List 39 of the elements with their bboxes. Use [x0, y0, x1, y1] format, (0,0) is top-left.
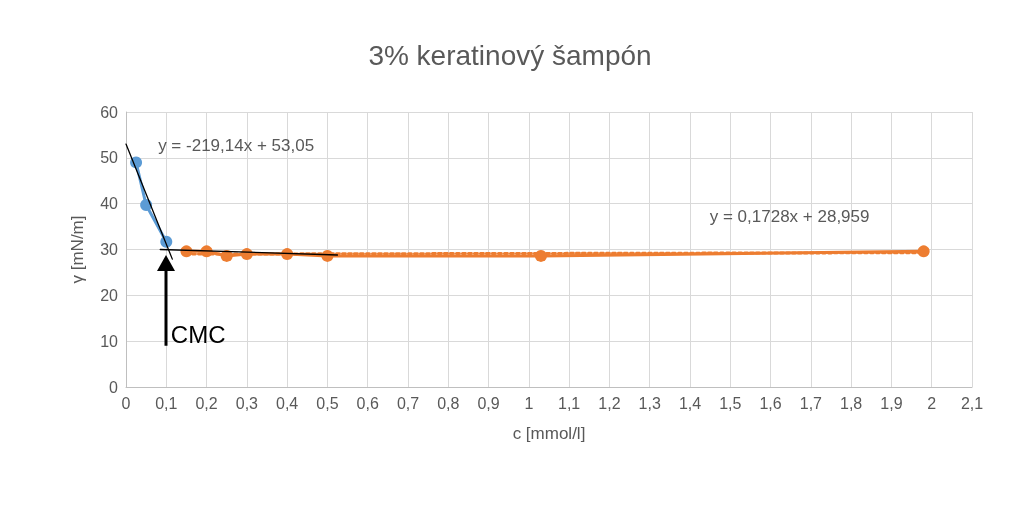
- x-tick-label: 0,2: [195, 394, 218, 412]
- annotation: y = -219,14x + 53,05: [158, 135, 315, 155]
- x-tick-label: 0: [121, 394, 131, 412]
- y-tick-label: 20: [100, 286, 119, 304]
- point: [534, 249, 547, 262]
- point: [140, 199, 153, 212]
- y-tick-label: 40: [100, 195, 119, 213]
- x-tick-label: 1,6: [759, 394, 782, 412]
- x-tick-label: 0,4: [276, 394, 299, 412]
- x-tick-label: 1,7: [799, 394, 823, 412]
- x-tick-label: 1,2: [598, 394, 621, 412]
- x-tick-label: 1,4: [678, 394, 702, 412]
- chart-title: 3% keratinový šampón: [368, 39, 652, 71]
- x-tick-label: 0,1: [155, 394, 178, 412]
- x-tick-label: 2,1: [960, 394, 984, 412]
- x-tick-label: 2: [927, 394, 937, 412]
- x-tick-label: 0,8: [437, 394, 460, 412]
- x-axis-title: c [mmol/l]: [512, 424, 586, 443]
- x-tick-label: 0,3: [235, 394, 259, 412]
- x-tick-label: 0,6: [356, 394, 379, 412]
- y-tick-label: 30: [100, 241, 119, 258]
- x-tick-label: 0,9: [477, 394, 500, 412]
- y-tick-label: 60: [100, 103, 119, 121]
- x-tick-label: 1,8: [840, 394, 863, 412]
- point: [220, 249, 233, 262]
- y-tick-label: 0: [109, 378, 119, 396]
- y-axis-title: γ [mN/m]: [68, 215, 87, 284]
- annotation: y = 0,1728x + 28,959: [709, 207, 870, 226]
- point: [917, 245, 930, 258]
- y-tick-label: 50: [100, 149, 119, 167]
- x-tick-label: 1,5: [719, 394, 742, 412]
- y-tick-label: 10: [100, 332, 119, 350]
- x-tick-label: 1,1: [558, 394, 581, 412]
- x-tick-label: 1,3: [638, 394, 661, 412]
- x-tick-label: 1,9: [880, 394, 903, 412]
- x-tick-label: 0,5: [316, 394, 339, 412]
- x-tick-label: 0,7: [396, 394, 420, 412]
- annotation: CMC: [170, 321, 226, 349]
- x-tick-label: 1: [524, 394, 534, 412]
